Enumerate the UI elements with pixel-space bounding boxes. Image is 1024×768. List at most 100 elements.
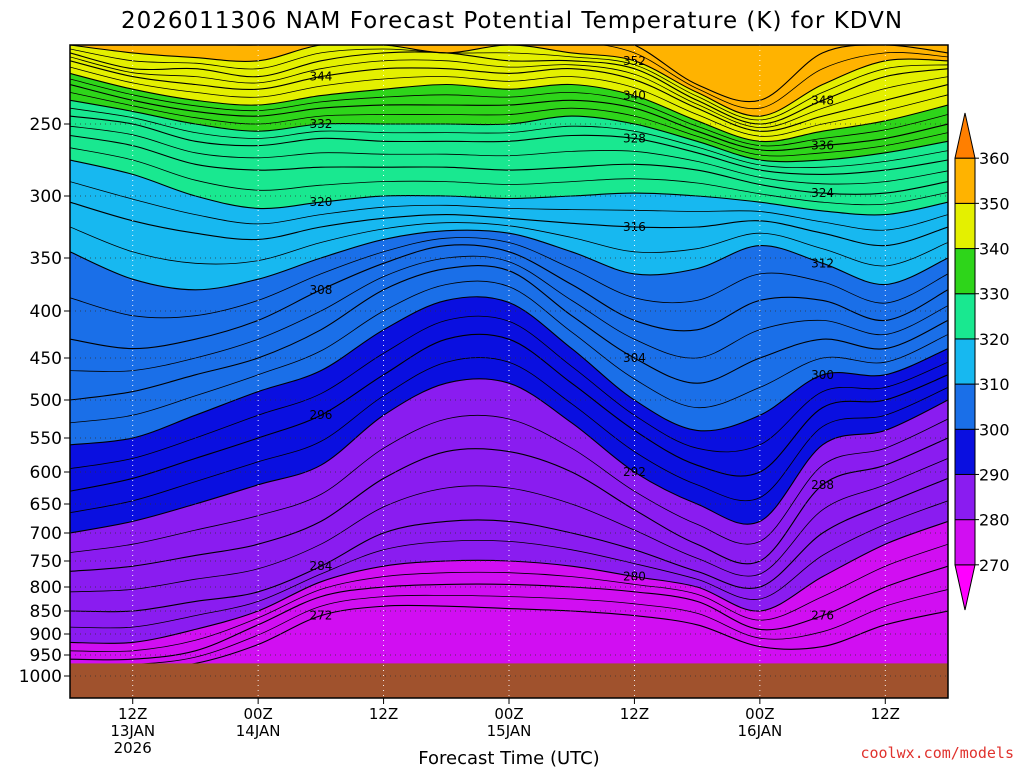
y-tick-label: 450 <box>30 349 62 369</box>
colorbar-swatch <box>954 112 976 159</box>
isentrope-336 <box>70 83 948 152</box>
isentrope-minor <box>70 48 948 121</box>
x-tick-label: 00Z <box>494 705 523 723</box>
isentrope-316 <box>70 201 948 247</box>
colorbar-swatch <box>954 202 976 250</box>
colorbar-swatch <box>954 157 976 204</box>
y-tick-label: 500 <box>30 391 62 411</box>
x-tick-label: 15JAN <box>487 722 532 740</box>
contour-label: 344 <box>309 70 332 84</box>
x-tick-label: 2026 <box>114 739 152 757</box>
contour-label: 280 <box>623 570 646 584</box>
y-tick-label: 300 <box>30 187 62 207</box>
isentrope-minor <box>70 107 948 169</box>
x-tick-label: 13JAN <box>110 722 155 740</box>
isentrope-minor <box>70 56 948 129</box>
isentrope-minor <box>70 280 948 424</box>
colorbar-swatch <box>954 473 976 521</box>
y-tick-label: 800 <box>30 578 62 598</box>
contour-label: 328 <box>623 131 646 145</box>
colorbar-tick-label: 290 <box>979 465 1010 484</box>
y-tick-label: 900 <box>30 625 62 645</box>
contour-label: 316 <box>623 220 646 234</box>
colorbar-tick-label: 310 <box>979 375 1010 394</box>
y-tick-label: 750 <box>30 552 62 572</box>
credit-link[interactable]: coolwx.com/models <box>860 744 1014 762</box>
colorbar-tick-label: 340 <box>979 240 1010 259</box>
isentrope-296 <box>70 333 948 492</box>
y-tick-label: 600 <box>30 463 62 483</box>
isentrope-284 <box>70 477 948 613</box>
isentrope-minor <box>70 92 948 157</box>
contour-label: 312 <box>811 256 834 270</box>
plot-area <box>70 45 948 698</box>
contour-label: 304 <box>623 351 646 365</box>
isentrope-272 <box>70 604 948 671</box>
contour-label: 348 <box>811 93 834 107</box>
x-tick-label: 00Z <box>243 705 272 723</box>
isentrope-288 <box>70 437 948 572</box>
isentrope-minor <box>70 458 948 593</box>
isentrope-minor <box>220 45 948 110</box>
isentrope-minor <box>70 315 948 469</box>
colorbar-tick-label: 300 <box>979 420 1010 439</box>
colorbar-tick-label: 350 <box>979 194 1010 213</box>
isentrope-308 <box>70 244 948 350</box>
contour-label: 336 <box>811 139 834 153</box>
x-axis-label: Forecast Time (UTC) <box>418 748 599 768</box>
contour-label: 300 <box>811 368 834 382</box>
x-tick-label: 12Z <box>369 705 398 723</box>
colorbar-tick-label: 270 <box>979 556 1010 575</box>
y-tick-label: 700 <box>30 524 62 544</box>
contour-label: 292 <box>623 465 646 479</box>
isentrope-minor <box>70 357 948 514</box>
x-tick-label: 00Z <box>745 705 774 723</box>
isentrope-minor <box>70 500 948 629</box>
isentrope-minor <box>70 66 948 137</box>
colorbar: 270 280 290 300 310 320 330 340 350 360 <box>954 112 1010 611</box>
y-axis: 250 300 350 400 450 500 550 600 650 700 750 800 850 9… <box>19 115 70 687</box>
x-tick-label: 12Z <box>871 705 900 723</box>
isentrope-minor <box>70 414 948 553</box>
colorbar-tick-label: 360 <box>979 149 1010 168</box>
isentrope-minor <box>70 589 948 666</box>
y-tick-label: 850 <box>30 602 62 622</box>
contour-labels: 3523483443403363323283243203163123083043… <box>309 54 834 623</box>
colorbar-tick-label: 330 <box>979 285 1010 304</box>
y-tick-label: 950 <box>30 646 62 666</box>
colorbar-swatch <box>954 248 976 295</box>
isentrope-minor <box>70 147 948 206</box>
colorbar-swatch <box>954 293 976 340</box>
colorbar-tick-label: 280 <box>979 511 1010 530</box>
colorbar-swatch <box>954 519 976 566</box>
y-tick-label: 350 <box>30 249 62 269</box>
contour-label: 284 <box>309 559 332 573</box>
isentrope-320 <box>70 159 948 216</box>
isentrope-292 <box>70 378 948 534</box>
y-tick-label: 1000 <box>19 667 62 687</box>
isentrope-minor <box>70 181 948 231</box>
isentrope-minor <box>70 78 948 147</box>
chart-title: 2026011306 NAM Forecast Potential Temper… <box>121 8 903 34</box>
isentrope-332 <box>70 99 948 163</box>
isentrope-356 <box>632 45 948 103</box>
x-tick-label: 14JAN <box>236 722 281 740</box>
contour-label: 320 <box>309 195 332 209</box>
x-tick-label: 12Z <box>118 705 147 723</box>
contour-label: 288 <box>811 478 834 492</box>
y-tick-label: 250 <box>30 115 62 135</box>
contour-label: 272 <box>309 609 332 623</box>
isentrope-340 <box>70 72 948 143</box>
colorbar-swatch <box>954 564 976 611</box>
colorbar-swatch <box>954 428 976 475</box>
isentrope-minor <box>70 237 948 319</box>
colorbar-swatch <box>954 383 976 430</box>
isentrope-328 <box>70 115 948 175</box>
colorbar-tick-label: 320 <box>979 330 1010 349</box>
isentrope-minor <box>70 255 948 372</box>
isentrope-276 <box>70 565 948 661</box>
colorbar-swatch <box>954 338 976 385</box>
fill-band-356 <box>634 45 948 102</box>
isentrope-300 <box>70 296 948 446</box>
